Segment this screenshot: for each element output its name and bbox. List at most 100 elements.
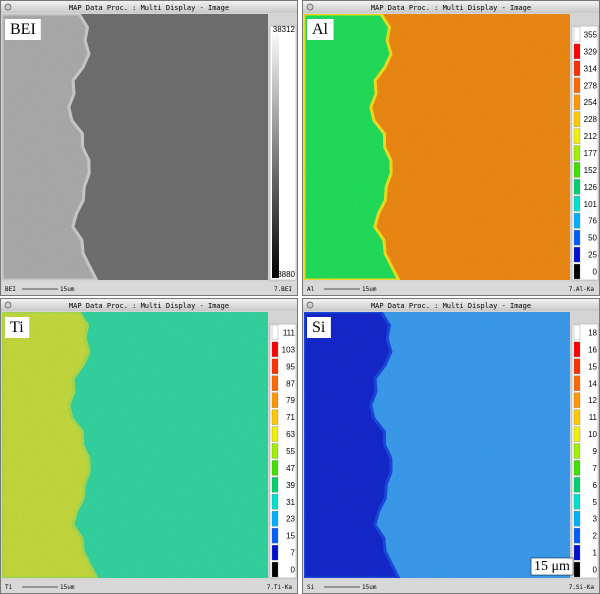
status-bar (303, 282, 599, 295)
status-channel: BEI (5, 286, 16, 293)
label-box (5, 317, 30, 338)
colorbar-tick: 6 (593, 481, 598, 490)
colorbar-tick: 16 (588, 345, 597, 354)
colorbar-tick: 50 (588, 234, 597, 243)
window-icon (306, 301, 314, 309)
window: MAP Data Proc. : Multi Display - Image Si… (302, 298, 600, 594)
colorbar-tick: 7 (291, 549, 296, 558)
colorbar-tick: 63 (286, 430, 295, 439)
colorbar-swatch (573, 561, 581, 578)
window: MAP Data Proc. : Multi Display - Image BE… (0, 0, 298, 296)
colorbar-tick: 0 (593, 268, 598, 277)
window-icon (4, 3, 12, 11)
colorbar-swatch (573, 341, 581, 358)
colorbar-swatch (271, 409, 279, 425)
colorbar-tick: 39 (286, 481, 295, 490)
colorbar-swatch (573, 145, 581, 161)
map-image (304, 312, 570, 578)
colorbar-swatch (573, 324, 581, 341)
label-box (5, 19, 41, 40)
colorbar-tick: 254 (584, 98, 598, 107)
colorbar-swatch (573, 230, 581, 246)
colorbar-tick: 15 (588, 362, 597, 371)
window-title: MAP Data Proc. : Multi Display - Image (371, 4, 531, 12)
status-channel: Al (307, 286, 315, 293)
map-image (2, 14, 268, 280)
colorbar-swatch (573, 443, 581, 459)
colorbar-swatch (573, 375, 581, 391)
map-noise (304, 14, 570, 280)
status-name: 7.Si-Ka (569, 584, 595, 591)
colorbar-swatch (271, 341, 279, 358)
window-title: MAP Data Proc. : Multi Display - Image (69, 302, 229, 310)
status-bar (303, 580, 599, 593)
colorbar-tick: 87 (286, 379, 295, 388)
window: MAP Data Proc. : Multi Display - Image Ti… (0, 298, 298, 594)
colorbar-tick: 25 (588, 251, 597, 260)
colorbar-swatch (573, 43, 581, 60)
status-scale: 15um (362, 286, 377, 293)
status-name: 7.Al-Ka (569, 286, 595, 293)
colorbar-swatch (271, 561, 279, 578)
map-image (2, 312, 268, 578)
colorbar-tick: 177 (584, 149, 598, 158)
colorbar-tick: 10 (588, 430, 597, 439)
colorbar-tick: 329 (584, 47, 598, 56)
colorbar-gradient (272, 28, 279, 278)
colorbar-tick: 314 (584, 64, 598, 73)
colorbar-swatch (271, 528, 279, 544)
window-title: MAP Data Proc. : Multi Display - Image (69, 4, 229, 12)
colorbar-tick: 2 (593, 532, 598, 541)
map-noise (2, 312, 268, 578)
status-channel: Ti (5, 584, 13, 591)
colorbar-swatch (573, 128, 581, 144)
element-label: BEI (10, 21, 36, 38)
status-name: 7.BEI (274, 286, 292, 293)
status-bar (1, 282, 297, 295)
scale-bar-box (530, 557, 574, 576)
colorbar-tick: 101 (584, 200, 598, 209)
scale-bar-label: 15 μm (534, 559, 570, 574)
colorbar-swatch (573, 392, 581, 408)
colorbar-tick: 47 (286, 464, 295, 473)
colorbar-swatch (573, 358, 581, 374)
colorbar-tick: 152 (584, 166, 598, 175)
window-title: MAP Data Proc. : Multi Display - Image (371, 302, 531, 310)
colorbar-swatch (573, 460, 581, 476)
colorbar-tick: 1 (593, 549, 598, 558)
colorbar-swatch (573, 544, 581, 561)
colorbar-tick: 5 (593, 498, 598, 507)
colorbar-tick: 55 (286, 447, 295, 456)
colorbar-tick: 28880 (273, 270, 296, 279)
element-label: Ti (10, 319, 24, 336)
label-box (307, 317, 331, 338)
colorbar-swatch (271, 358, 279, 374)
status-scale: 15um (362, 584, 377, 591)
title-bar (303, 1, 599, 13)
colorbar-swatch (573, 246, 581, 263)
colorbar-swatch (573, 94, 581, 110)
colorbar-swatch (573, 179, 581, 195)
colorbar-swatch (271, 544, 279, 561)
colorbar-tick: 103 (282, 345, 296, 354)
colorbar-swatch (573, 111, 581, 127)
colorbar-swatch (573, 409, 581, 425)
colorbar-swatch (271, 511, 279, 527)
colorbar-swatch (573, 162, 581, 178)
colorbar-tick: 15 (286, 532, 295, 541)
colorbar-tick: 95 (286, 362, 295, 371)
element-label: Si (312, 319, 326, 336)
colorbar-swatch (573, 77, 581, 93)
colorbar-tick: 212 (584, 132, 598, 141)
colorbar-swatch (573, 213, 581, 229)
status-scale: 15um (60, 286, 75, 293)
colorbar-tick: 79 (286, 396, 295, 405)
colorbar-swatch (271, 443, 279, 459)
colorbar-tick: 12 (588, 396, 597, 405)
window-icon (4, 301, 12, 309)
colorbar-tick: 355 (584, 30, 598, 39)
window-icon (306, 3, 314, 11)
label-box (307, 19, 334, 40)
colorbar-tick: 278 (584, 81, 598, 90)
colorbar-swatch (271, 494, 279, 510)
